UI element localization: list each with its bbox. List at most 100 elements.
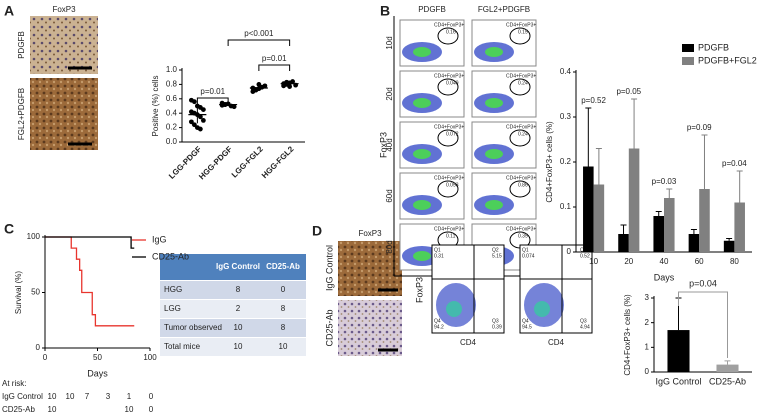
row-label: 80d xyxy=(385,240,394,253)
gate-value: 0.11 xyxy=(446,233,456,239)
table-row xyxy=(160,338,306,356)
gate xyxy=(509,78,531,96)
quadrant-name: Q1 xyxy=(522,247,529,253)
y-tick-label: 1 xyxy=(645,342,650,351)
comparison-label: p=0.04 xyxy=(689,278,717,288)
gate xyxy=(437,129,459,147)
error-bar xyxy=(631,98,638,149)
column-header: PDGFB xyxy=(418,5,446,14)
error-bar xyxy=(726,238,733,241)
error-bar xyxy=(701,134,708,189)
error-bar xyxy=(690,229,697,234)
row-label: IgG Control xyxy=(324,245,334,291)
p-value: p=0.09 xyxy=(687,123,712,132)
error-bar xyxy=(585,107,592,167)
row-label: 60d xyxy=(385,189,394,202)
data-point xyxy=(191,122,197,128)
column-header: FGL2+PDGFB xyxy=(478,5,530,14)
error-bar xyxy=(736,170,743,203)
quadrant-value: 94.5 xyxy=(522,324,532,330)
x-tick-label: 10 xyxy=(589,257,598,266)
gate-label: CD4+FoxP3+ xyxy=(434,73,464,79)
bar xyxy=(618,234,629,252)
table-header-cell: CD25-Ab xyxy=(266,262,300,271)
at-risk-value: 10 xyxy=(48,392,57,401)
panel-label: B xyxy=(380,3,390,19)
survival-line xyxy=(45,236,135,249)
table-cell: 2 xyxy=(236,304,241,313)
y-tick-label: 50 xyxy=(31,288,40,297)
y-tick-label: 0.0 xyxy=(166,137,178,146)
at-risk-value: 10 xyxy=(66,392,75,401)
y-axis-label: CD4+FoxP3+ cells (%) xyxy=(623,294,632,376)
table-cell: HGG xyxy=(164,285,182,294)
gate xyxy=(509,27,531,45)
at-risk-value: 0 xyxy=(149,392,154,401)
at-risk-value: 0 xyxy=(149,405,154,414)
gate-label: CD4+FoxP3+ xyxy=(506,124,536,130)
gate-label: CD4+FoxP3+ xyxy=(434,124,464,130)
bar xyxy=(716,364,739,372)
cell-cloud xyxy=(413,200,431,210)
x-tick-label: 40 xyxy=(660,257,669,266)
comparison-bracket xyxy=(196,97,229,104)
x-tick-label: IgG Control xyxy=(655,376,701,386)
axis-label: FoxP3 xyxy=(414,277,424,303)
table-cell: Tumor observed xyxy=(164,323,222,332)
x-axis-label: Days xyxy=(654,272,675,282)
data-point xyxy=(188,119,194,125)
bar xyxy=(667,330,690,372)
quadrant-value: 5.15 xyxy=(492,253,502,259)
row-label: FGL2+PDGFB xyxy=(17,88,26,140)
data-point xyxy=(200,107,206,112)
bar xyxy=(628,148,640,252)
legend-swatch xyxy=(682,57,694,65)
at-risk-row-label: IgG Control xyxy=(2,392,43,401)
x-tick-label: 0 xyxy=(43,353,48,362)
gate xyxy=(509,180,531,198)
y-tick-label: 0.8 xyxy=(166,80,178,89)
y-tick-label: 3 xyxy=(645,293,650,302)
gate-value: 0.24 xyxy=(518,131,528,137)
gate-label: CD4+FoxP3+ xyxy=(434,226,464,232)
gate xyxy=(437,27,459,45)
data-point xyxy=(262,83,268,89)
row-label: 20d xyxy=(385,87,394,100)
legend-swatch xyxy=(682,44,694,52)
data-point xyxy=(287,84,293,89)
cell-cloud xyxy=(413,149,431,159)
at-risk-value: 10 xyxy=(125,405,134,414)
quadrant-value: 94.2 xyxy=(434,324,444,330)
y-tick-label: 0.6 xyxy=(166,94,178,103)
x-tick-label: 50 xyxy=(93,353,102,362)
table-header xyxy=(160,254,306,280)
micrograph xyxy=(338,300,402,356)
cell-cloud xyxy=(534,301,550,317)
panel-label: C xyxy=(4,221,14,237)
micrograph xyxy=(30,78,98,150)
error-bar xyxy=(666,188,673,198)
y-axis-label: Survival (%) xyxy=(14,271,23,314)
bar xyxy=(664,198,675,252)
y-tick-label: 0.3 xyxy=(560,112,572,121)
gate-value: 0.35 xyxy=(518,233,528,239)
data-point xyxy=(200,118,206,123)
data-point xyxy=(197,126,203,132)
quadrant-name: Q1 xyxy=(434,247,441,253)
table-header-cell: IgG Control xyxy=(216,262,260,271)
data-point xyxy=(256,82,262,87)
quadrant-name: Q4 xyxy=(434,318,441,324)
p-value: p=0.52 xyxy=(581,96,606,105)
bar xyxy=(688,234,700,252)
at-risk-value: 3 xyxy=(106,392,111,401)
table-cell: 8 xyxy=(236,285,241,294)
quadrant-value: 4.94 xyxy=(580,324,590,330)
table-cell: 8 xyxy=(281,304,286,313)
quadrant-name: Q3 xyxy=(580,318,587,324)
y-tick-label: 0.1 xyxy=(560,202,572,211)
legend-label: CD25-Ab xyxy=(152,251,189,261)
at-risk-value: 10 xyxy=(48,405,57,414)
survival-line xyxy=(45,236,135,327)
comparison-label: p<0.001 xyxy=(244,29,274,38)
